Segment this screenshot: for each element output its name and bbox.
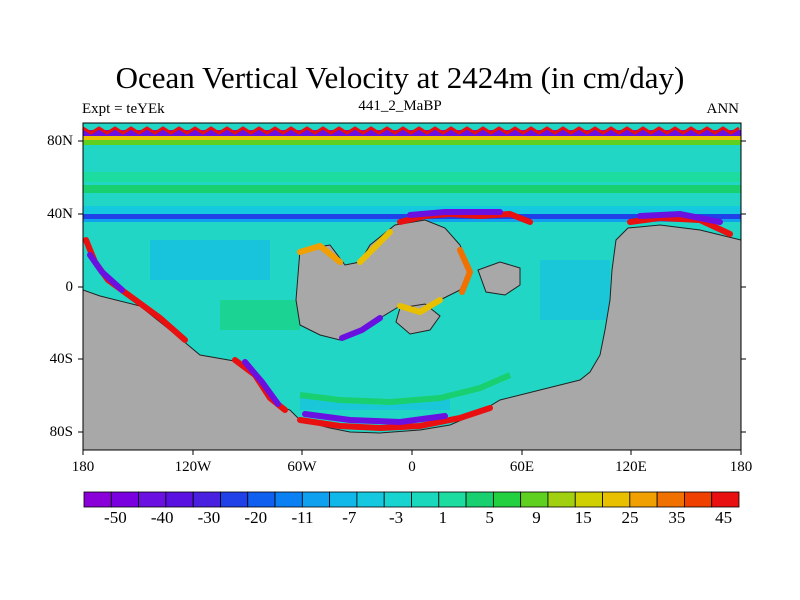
colorbar-label: 15 xyxy=(574,508,592,527)
ocean-patch xyxy=(540,260,610,320)
colorbar-box xyxy=(274,491,303,508)
colorbar-box xyxy=(465,491,494,508)
lat-label-80s: 80S xyxy=(49,424,73,440)
lon-label-0: 0 xyxy=(408,459,416,475)
coastal-streaks xyxy=(83,209,733,432)
colorbar-label: -7 xyxy=(342,508,357,527)
colorbar-label: -11 xyxy=(291,508,314,527)
colorbar-box xyxy=(192,491,221,508)
inner-ocean-band xyxy=(299,372,512,406)
colorbar-label: -30 xyxy=(197,508,221,527)
colorbar-box xyxy=(301,491,331,508)
colorbar-label: -3 xyxy=(389,508,404,527)
map-panel xyxy=(83,123,741,450)
colorbar-box xyxy=(165,491,194,508)
arctic-band xyxy=(83,140,741,145)
colorbar-label: -20 xyxy=(244,508,268,527)
colorbar-box xyxy=(411,491,440,508)
ocean-patch xyxy=(150,240,270,280)
lon-label-180w: 180 xyxy=(71,459,95,475)
colorbar-label: 9 xyxy=(532,508,541,527)
arctic-band xyxy=(83,206,741,214)
lat-label-40n: 40N xyxy=(47,206,73,222)
lon-label-120e: 120E xyxy=(615,459,647,475)
colorbar-box xyxy=(629,491,658,508)
colorbar-label: 1 xyxy=(438,508,448,527)
colorbar-label: 35 xyxy=(668,508,686,527)
lon-label-180e: 180 xyxy=(729,459,753,475)
colorbar-box xyxy=(438,491,467,508)
lat-label-40s: 40S xyxy=(49,351,73,367)
season-label: ANN xyxy=(706,101,740,117)
lon-label-60w: 60W xyxy=(287,459,317,475)
colorbar-box xyxy=(711,491,740,508)
land-layer xyxy=(83,219,741,450)
lon-label-120w: 120W xyxy=(174,459,212,475)
lat-label-80n: 80N xyxy=(47,133,73,149)
colorbar-box xyxy=(602,491,631,508)
colorbar-box xyxy=(574,491,603,508)
colorbar xyxy=(83,491,740,508)
colorbar-box xyxy=(547,491,576,508)
colorbar-box xyxy=(656,491,685,508)
colorbar-label: 25 xyxy=(621,508,639,527)
plot-title: Ocean Vertical Velocity at 2424m (in cm/… xyxy=(115,60,685,95)
colorbar-box xyxy=(520,491,549,508)
colorbar-label: -40 xyxy=(150,508,174,527)
colorbar-box xyxy=(247,491,276,508)
lat-ticks xyxy=(78,140,746,433)
colorbar-box xyxy=(138,491,167,508)
arctic-band xyxy=(83,185,741,193)
colorbar-box xyxy=(83,491,112,508)
age-label: 441_2_MaBP xyxy=(358,98,442,114)
colorbar-box xyxy=(110,491,139,508)
lon-label-60e: 60E xyxy=(509,459,535,475)
experiment-label: Expt = teYEk xyxy=(82,101,165,117)
colorbar-box xyxy=(492,491,522,508)
arctic-zigzag xyxy=(82,126,740,135)
colorbar-label: 5 xyxy=(485,508,494,527)
ocean-patch xyxy=(220,300,300,330)
lat-label-0: 0 xyxy=(65,279,74,295)
colorbar-box xyxy=(329,491,358,508)
colorbar-box xyxy=(356,491,385,508)
colorbar-label: 45 xyxy=(715,508,733,527)
colorbar-box xyxy=(383,491,412,508)
colorbar-label: -50 xyxy=(104,508,127,527)
island xyxy=(395,303,441,335)
arctic-band xyxy=(83,136,741,140)
lon-ticks xyxy=(82,450,742,455)
arctic-band xyxy=(83,172,741,182)
colorbar-box xyxy=(220,491,249,508)
small-landmass xyxy=(477,261,521,296)
colorbar-box xyxy=(684,491,713,508)
